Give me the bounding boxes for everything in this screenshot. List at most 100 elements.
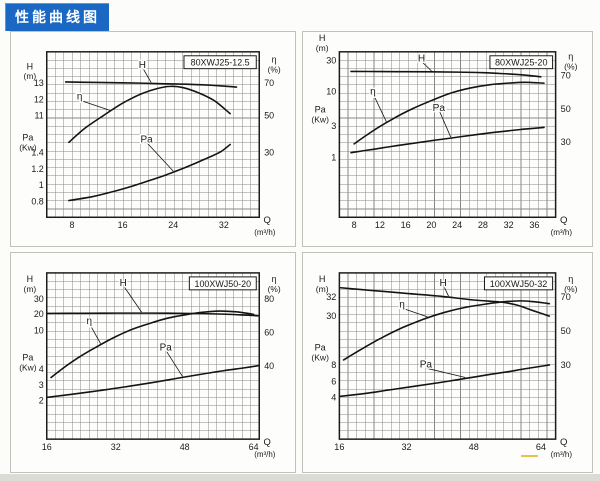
x-axis-unit: (m³/h): [254, 228, 276, 237]
curve-h: [64, 81, 238, 88]
svg-text:12: 12: [375, 220, 385, 230]
x-axis-unit: (m³/h): [254, 450, 275, 459]
svg-text:Pa: Pa: [22, 352, 33, 362]
x-axis: 8 12 16 20 24 28 32 36 Q (m³/h): [352, 215, 573, 237]
label-leader-pa: [439, 111, 452, 138]
label-leader-h: [143, 68, 152, 83]
svg-text:70: 70: [561, 292, 571, 302]
svg-text:50: 50: [264, 110, 274, 120]
svg-text:(Kw): (Kw): [19, 142, 37, 152]
svg-text:1.4: 1.4: [31, 148, 43, 158]
x-axis: 16 32 48 64 Q (m³/h): [334, 437, 572, 459]
curve-eta: [353, 81, 545, 145]
grid: [339, 51, 556, 218]
svg-text:32: 32: [504, 220, 514, 230]
plot-border: [338, 51, 557, 219]
curve-h: [350, 70, 542, 78]
model-label: 100XWJ50-20: [188, 276, 257, 291]
series-label-h: H: [120, 278, 127, 289]
svg-text:(m): (m): [24, 71, 37, 81]
svg-text:32: 32: [326, 292, 336, 302]
svg-text:11: 11: [35, 110, 44, 120]
svg-text:64: 64: [536, 442, 546, 452]
plot-border: [46, 272, 260, 440]
svg-text:70: 70: [561, 71, 571, 81]
chart-100xwj50-32: 16 32 48 64 Q(m³/h)H(m)3230Pa(Kw)864η(%)7050…: [311, 272, 578, 459]
curve-h: [46, 312, 259, 317]
svg-text:80XWJ25-20: 80XWJ25-20: [495, 58, 548, 68]
label-leader-eta: [373, 95, 387, 122]
svg-text:η: η: [272, 55, 277, 65]
svg-text:13: 13: [34, 78, 44, 88]
svg-text:0.8: 0.8: [31, 196, 43, 206]
grid: [46, 272, 260, 440]
plot-border: [46, 51, 260, 219]
svg-text:H: H: [27, 61, 33, 71]
svg-text:80: 80: [264, 294, 274, 304]
svg-text:30: 30: [264, 148, 274, 158]
svg-text:20: 20: [34, 309, 44, 319]
svg-text:40: 40: [264, 361, 274, 371]
svg-text:30: 30: [561, 137, 571, 147]
svg-text:1.2: 1.2: [31, 164, 43, 174]
svg-text:(%): (%): [268, 65, 281, 75]
svg-text:(%): (%): [564, 61, 578, 71]
svg-text:η: η: [568, 274, 573, 284]
x-axis-label: Q: [264, 437, 271, 448]
svg-text:10: 10: [326, 87, 336, 97]
svg-text:16: 16: [401, 220, 411, 230]
series-label-pa: Pa: [160, 343, 173, 354]
grid: [339, 272, 556, 440]
series-label-h: H: [139, 60, 146, 71]
curve-pa: [46, 364, 259, 399]
label-leader-pa: [147, 143, 174, 172]
svg-text:50: 50: [561, 104, 571, 114]
highlight-mark: [521, 455, 538, 457]
svg-text:3: 3: [39, 380, 44, 390]
svg-text:32: 32: [111, 442, 121, 452]
svg-text:36: 36: [529, 220, 539, 230]
svg-text:24: 24: [168, 220, 178, 230]
label-leader-pa: [426, 367, 466, 378]
curve-pa: [350, 126, 545, 154]
curve-h: [339, 286, 551, 317]
label-leader-eta: [80, 100, 111, 111]
label-leader-eta: [402, 308, 428, 318]
svg-text:H: H: [319, 33, 326, 43]
page-bottom-strip: [0, 474, 600, 481]
series-label-pa: Pa: [433, 103, 446, 114]
svg-text:60: 60: [264, 327, 274, 337]
label-leader-pa: [166, 351, 183, 377]
svg-text:(m): (m): [316, 284, 329, 294]
x-axis-label: Q: [264, 214, 271, 225]
svg-text:3: 3: [331, 121, 336, 131]
x-axis-unit: (m³/h): [551, 450, 573, 459]
svg-text:70: 70: [264, 78, 274, 88]
svg-text:16: 16: [42, 442, 52, 452]
svg-text:30: 30: [34, 294, 44, 304]
svg-text:30: 30: [326, 311, 336, 321]
right-axis: η(%)80 60 40: [264, 274, 281, 371]
grid: [46, 51, 260, 218]
right-axis: η(%) 70 50 30: [264, 55, 281, 158]
svg-text:(%): (%): [564, 284, 578, 294]
svg-text:30: 30: [326, 56, 336, 66]
series-label-pa: Pa: [141, 134, 154, 145]
svg-text:48: 48: [180, 442, 190, 452]
curve-pa: [68, 143, 231, 202]
svg-text:1: 1: [331, 152, 336, 162]
model-label: 80XWJ25-12.5: [183, 55, 257, 70]
svg-text:(Kw): (Kw): [311, 352, 329, 362]
svg-text:8: 8: [352, 220, 357, 230]
svg-text:η: η: [568, 51, 573, 61]
plot-border: [338, 272, 557, 440]
left-axis: H(m)30 20 10 Pa(Kw) 4 3 2: [19, 274, 44, 405]
chart-80xwj25-12-5: 8 16 24 32 Q(m³/h)H(m)131211Pa(Kw)1.41.210.8…: [19, 51, 281, 237]
svg-text:100XWJ50-32: 100XWJ50-32: [490, 279, 548, 289]
svg-text:20: 20: [426, 220, 436, 230]
x-axis: 16 32 48 64 Q (m³/h): [42, 437, 276, 459]
svg-text:50: 50: [561, 326, 571, 336]
left-axis: H(m)13 12 11 Pa(Kw)1.4 1.2 1 0.8: [19, 61, 44, 206]
